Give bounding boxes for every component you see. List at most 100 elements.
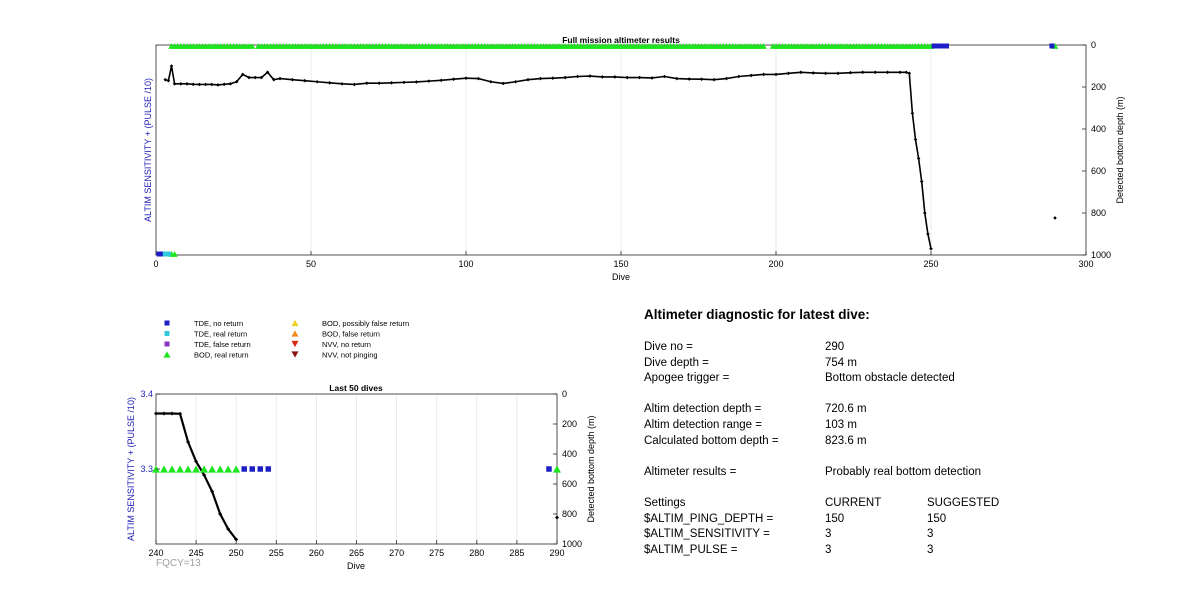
altim-range-label: Altim detection range =: [644, 418, 762, 431]
depth-point: [774, 72, 778, 77]
bottom-x-axis-label: Dive: [347, 561, 365, 571]
dive-depth-value: 754 m: [825, 356, 857, 369]
depth-point: [439, 78, 443, 83]
depth-point: [247, 75, 251, 80]
depth-point: [513, 79, 518, 84]
y-tick-label: 800: [1091, 208, 1106, 218]
tde-no-return-marker: [546, 466, 552, 472]
depth-point: [210, 489, 215, 494]
depth-point: [761, 72, 766, 77]
dive-no-label: Dive no =: [644, 341, 693, 353]
top-chart-grid: [310, 45, 932, 255]
tde-no-return-marker: [241, 466, 247, 472]
legend-label: NVV, not pinging: [322, 351, 378, 360]
depth-point: [191, 82, 195, 87]
x-tick-label: 250: [923, 259, 938, 269]
bod-real-marker: [200, 465, 209, 473]
depth-point: [1053, 216, 1057, 220]
setting-row: $ALTIM_PING_DEPTH = 150 150: [644, 513, 1164, 529]
depth-point: [185, 82, 189, 86]
top-right-axis-label: Detected bottom depth (m): [1115, 96, 1125, 203]
depth-point: [625, 75, 629, 80]
depth-point: [163, 77, 168, 82]
depth-point: [650, 76, 654, 80]
depth-point: [226, 527, 231, 531]
y-tick-label: 0: [1091, 40, 1096, 50]
legend-marker: [163, 351, 171, 358]
depth-point: [186, 440, 191, 444]
depth-point: [241, 72, 245, 77]
bod-real-marker: [553, 465, 561, 473]
legend-label: BOD, false return: [322, 330, 380, 339]
bod-real-marker: [184, 465, 193, 473]
depth-point: [197, 82, 202, 87]
depth-point: [222, 82, 226, 87]
depth-point: [588, 74, 592, 78]
fqcy-label: FQCY=13: [156, 558, 201, 569]
depth-point: [501, 81, 505, 86]
depth-point: [926, 232, 930, 236]
x-tick-label: 50: [306, 259, 316, 269]
bottom-chart-title: Last 50 dives: [329, 383, 383, 393]
x-tick-label: 290: [549, 548, 564, 558]
setting-suggested: 3: [927, 543, 934, 556]
setting-row: $ALTIM_SENSITIVITY = 3 3: [644, 528, 1164, 544]
altim-range-value: 103 m: [825, 418, 857, 431]
x-tick-label: 270: [389, 548, 404, 558]
settings-label: Settings: [644, 496, 686, 509]
depth-point: [919, 179, 924, 184]
top-depth-series: [163, 64, 1057, 251]
altim-range-row: Altim detection range = 103 m: [644, 419, 1164, 435]
depth-point: [218, 512, 223, 516]
x-tick-label: 0: [153, 259, 158, 269]
tde-no-return-marker: [944, 43, 949, 49]
depth-point: [563, 75, 567, 80]
settings-header-row: Settings CURRENT SUGGESTED: [644, 497, 1164, 513]
setting-suggested: 3: [927, 528, 934, 541]
suggested-header: SUGGESTED: [927, 496, 1000, 509]
bod-real-marker: [216, 465, 225, 473]
apogee-label: Apogee trigger =: [644, 372, 730, 385]
depth-point: [154, 411, 158, 416]
legend-label: BOD, possibly false return: [322, 319, 409, 328]
depth-point: [904, 70, 908, 75]
legend-marker: [164, 331, 170, 336]
x-tick-label: 240: [148, 548, 163, 558]
depth-point: [907, 71, 912, 76]
setting-row: $ALTIM_PULSE = 3 3: [644, 544, 1164, 560]
depth-point: [913, 137, 918, 142]
depth-point: [848, 70, 853, 75]
bottom-depth-series: [154, 411, 559, 542]
bod-real-marker: [232, 465, 241, 473]
bod-real-marker: [192, 465, 201, 473]
depth-point: [923, 211, 927, 215]
bod-real-marker: [176, 465, 185, 473]
depth-point: [327, 81, 332, 85]
setting-name: $ALTIM_PULSE =: [644, 543, 738, 556]
setting-current: 3: [825, 528, 832, 541]
depth-point: [169, 64, 174, 68]
current-header: CURRENT: [825, 496, 882, 509]
depth-point: [575, 74, 580, 79]
bod-real-marker: [208, 465, 217, 473]
dive-depth-label: Dive depth =: [644, 356, 709, 369]
setting-current: 150: [825, 512, 845, 525]
altimeter-diagnostic-panel: Altimeter diagnostic for latest dive: Di…: [644, 307, 1164, 559]
top-status-markers: [156, 43, 1059, 257]
y-tick-label: 400: [1091, 124, 1106, 134]
altim-depth-label: Altim detection depth =: [644, 403, 762, 416]
depth-point: [551, 76, 555, 80]
depth-point: [228, 82, 233, 86]
depth-point: [910, 111, 915, 116]
x-tick-label: 245: [189, 548, 204, 558]
depth-point: [365, 81, 369, 86]
x-tick-label: 260: [309, 548, 324, 558]
y-tick-label: 200: [562, 419, 577, 429]
bod-real-marker: [248, 43, 256, 49]
depth-point: [811, 71, 815, 75]
depth-point: [699, 77, 704, 82]
results-label: Altimeter results =: [644, 465, 737, 478]
x-tick-label: 150: [613, 259, 628, 269]
x-tick-label: 250: [229, 548, 244, 558]
